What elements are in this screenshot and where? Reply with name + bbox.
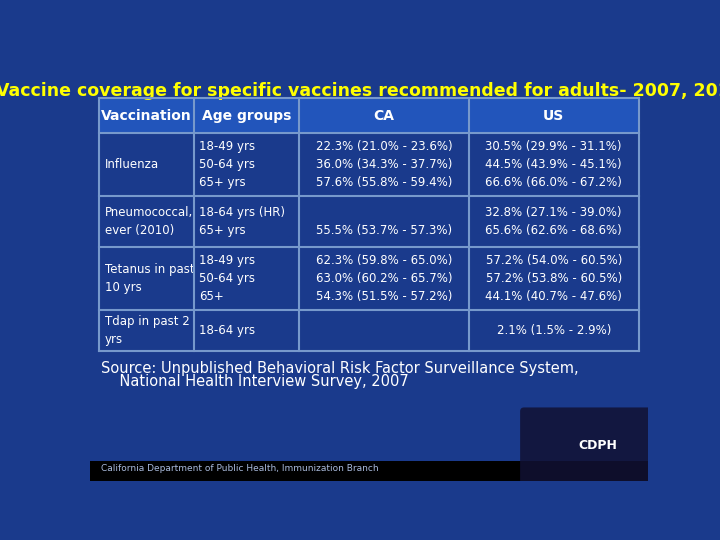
Text: Influenza: Influenza <box>104 158 159 171</box>
Text: Age groups: Age groups <box>202 109 291 123</box>
Text: CDPH: CDPH <box>578 440 617 453</box>
Text: 18-49 yrs
50-64 yrs
65+ yrs: 18-49 yrs 50-64 yrs 65+ yrs <box>199 140 256 190</box>
Text: Pneumococcal,
ever (2010): Pneumococcal, ever (2010) <box>104 206 193 238</box>
Text: 22.3% (21.0% - 23.6%)
36.0% (34.3% - 37.7%)
57.6% (55.8% - 59.4%): 22.3% (21.0% - 23.6%) 36.0% (34.3% - 37.… <box>315 140 452 190</box>
Text: 2.1% (1.5% - 2.9%): 2.1% (1.5% - 2.9%) <box>497 325 611 338</box>
Text: California Department of Public Health, Immunization Branch: California Department of Public Health, … <box>101 464 379 473</box>
Text: Tdap in past 2
yrs: Tdap in past 2 yrs <box>104 315 189 346</box>
Text: 32.8% (27.1% - 39.0%)
65.6% (62.6% - 68.6%): 32.8% (27.1% - 39.0%) 65.6% (62.6% - 68.… <box>485 206 622 238</box>
Text: Tetanus in past
10 yrs: Tetanus in past 10 yrs <box>104 264 194 294</box>
Text: Vaccination: Vaccination <box>101 109 192 123</box>
Bar <box>90 461 648 481</box>
Text: 18-49 yrs
50-64 yrs
65+: 18-49 yrs 50-64 yrs 65+ <box>199 254 256 303</box>
Text: 18-64 yrs: 18-64 yrs <box>199 325 256 338</box>
Text: CA: CA <box>374 109 395 123</box>
Text: Source: Unpublished Behavioral Risk Factor Surveillance System,: Source: Unpublished Behavioral Risk Fact… <box>101 361 578 376</box>
Text: 57.2% (54.0% - 60.5%)
57.2% (53.8% - 60.5%)
44.1% (40.7% - 47.6%): 57.2% (54.0% - 60.5%) 57.2% (53.8% - 60.… <box>485 254 622 303</box>
FancyBboxPatch shape <box>520 408 652 484</box>
Text: US: US <box>543 109 564 123</box>
Text: 62.3% (59.8% - 65.0%)
63.0% (60.2% - 65.7%)
54.3% (51.5% - 57.2%): 62.3% (59.8% - 65.0%) 63.0% (60.2% - 65.… <box>315 254 452 303</box>
Bar <box>99 247 639 310</box>
Text: Vaccine coverage for specific vaccines recommended for adults- 2007, 2010: Vaccine coverage for specific vaccines r… <box>0 82 720 100</box>
Bar <box>99 133 639 197</box>
Text: National Health Interview Survey, 2007: National Health Interview Survey, 2007 <box>101 374 409 389</box>
Bar <box>99 310 639 351</box>
Text: 55.5% (53.7% - 57.3%): 55.5% (53.7% - 57.3%) <box>316 206 452 238</box>
Text: 30.5% (29.9% - 31.1%)
44.5% (43.9% - 45.1%)
66.6% (66.0% - 67.2%): 30.5% (29.9% - 31.1%) 44.5% (43.9% - 45.… <box>485 140 622 190</box>
Text: 18-64 yrs (HR)
65+ yrs: 18-64 yrs (HR) 65+ yrs <box>199 206 285 238</box>
Bar <box>99 197 639 247</box>
Bar <box>99 98 639 133</box>
